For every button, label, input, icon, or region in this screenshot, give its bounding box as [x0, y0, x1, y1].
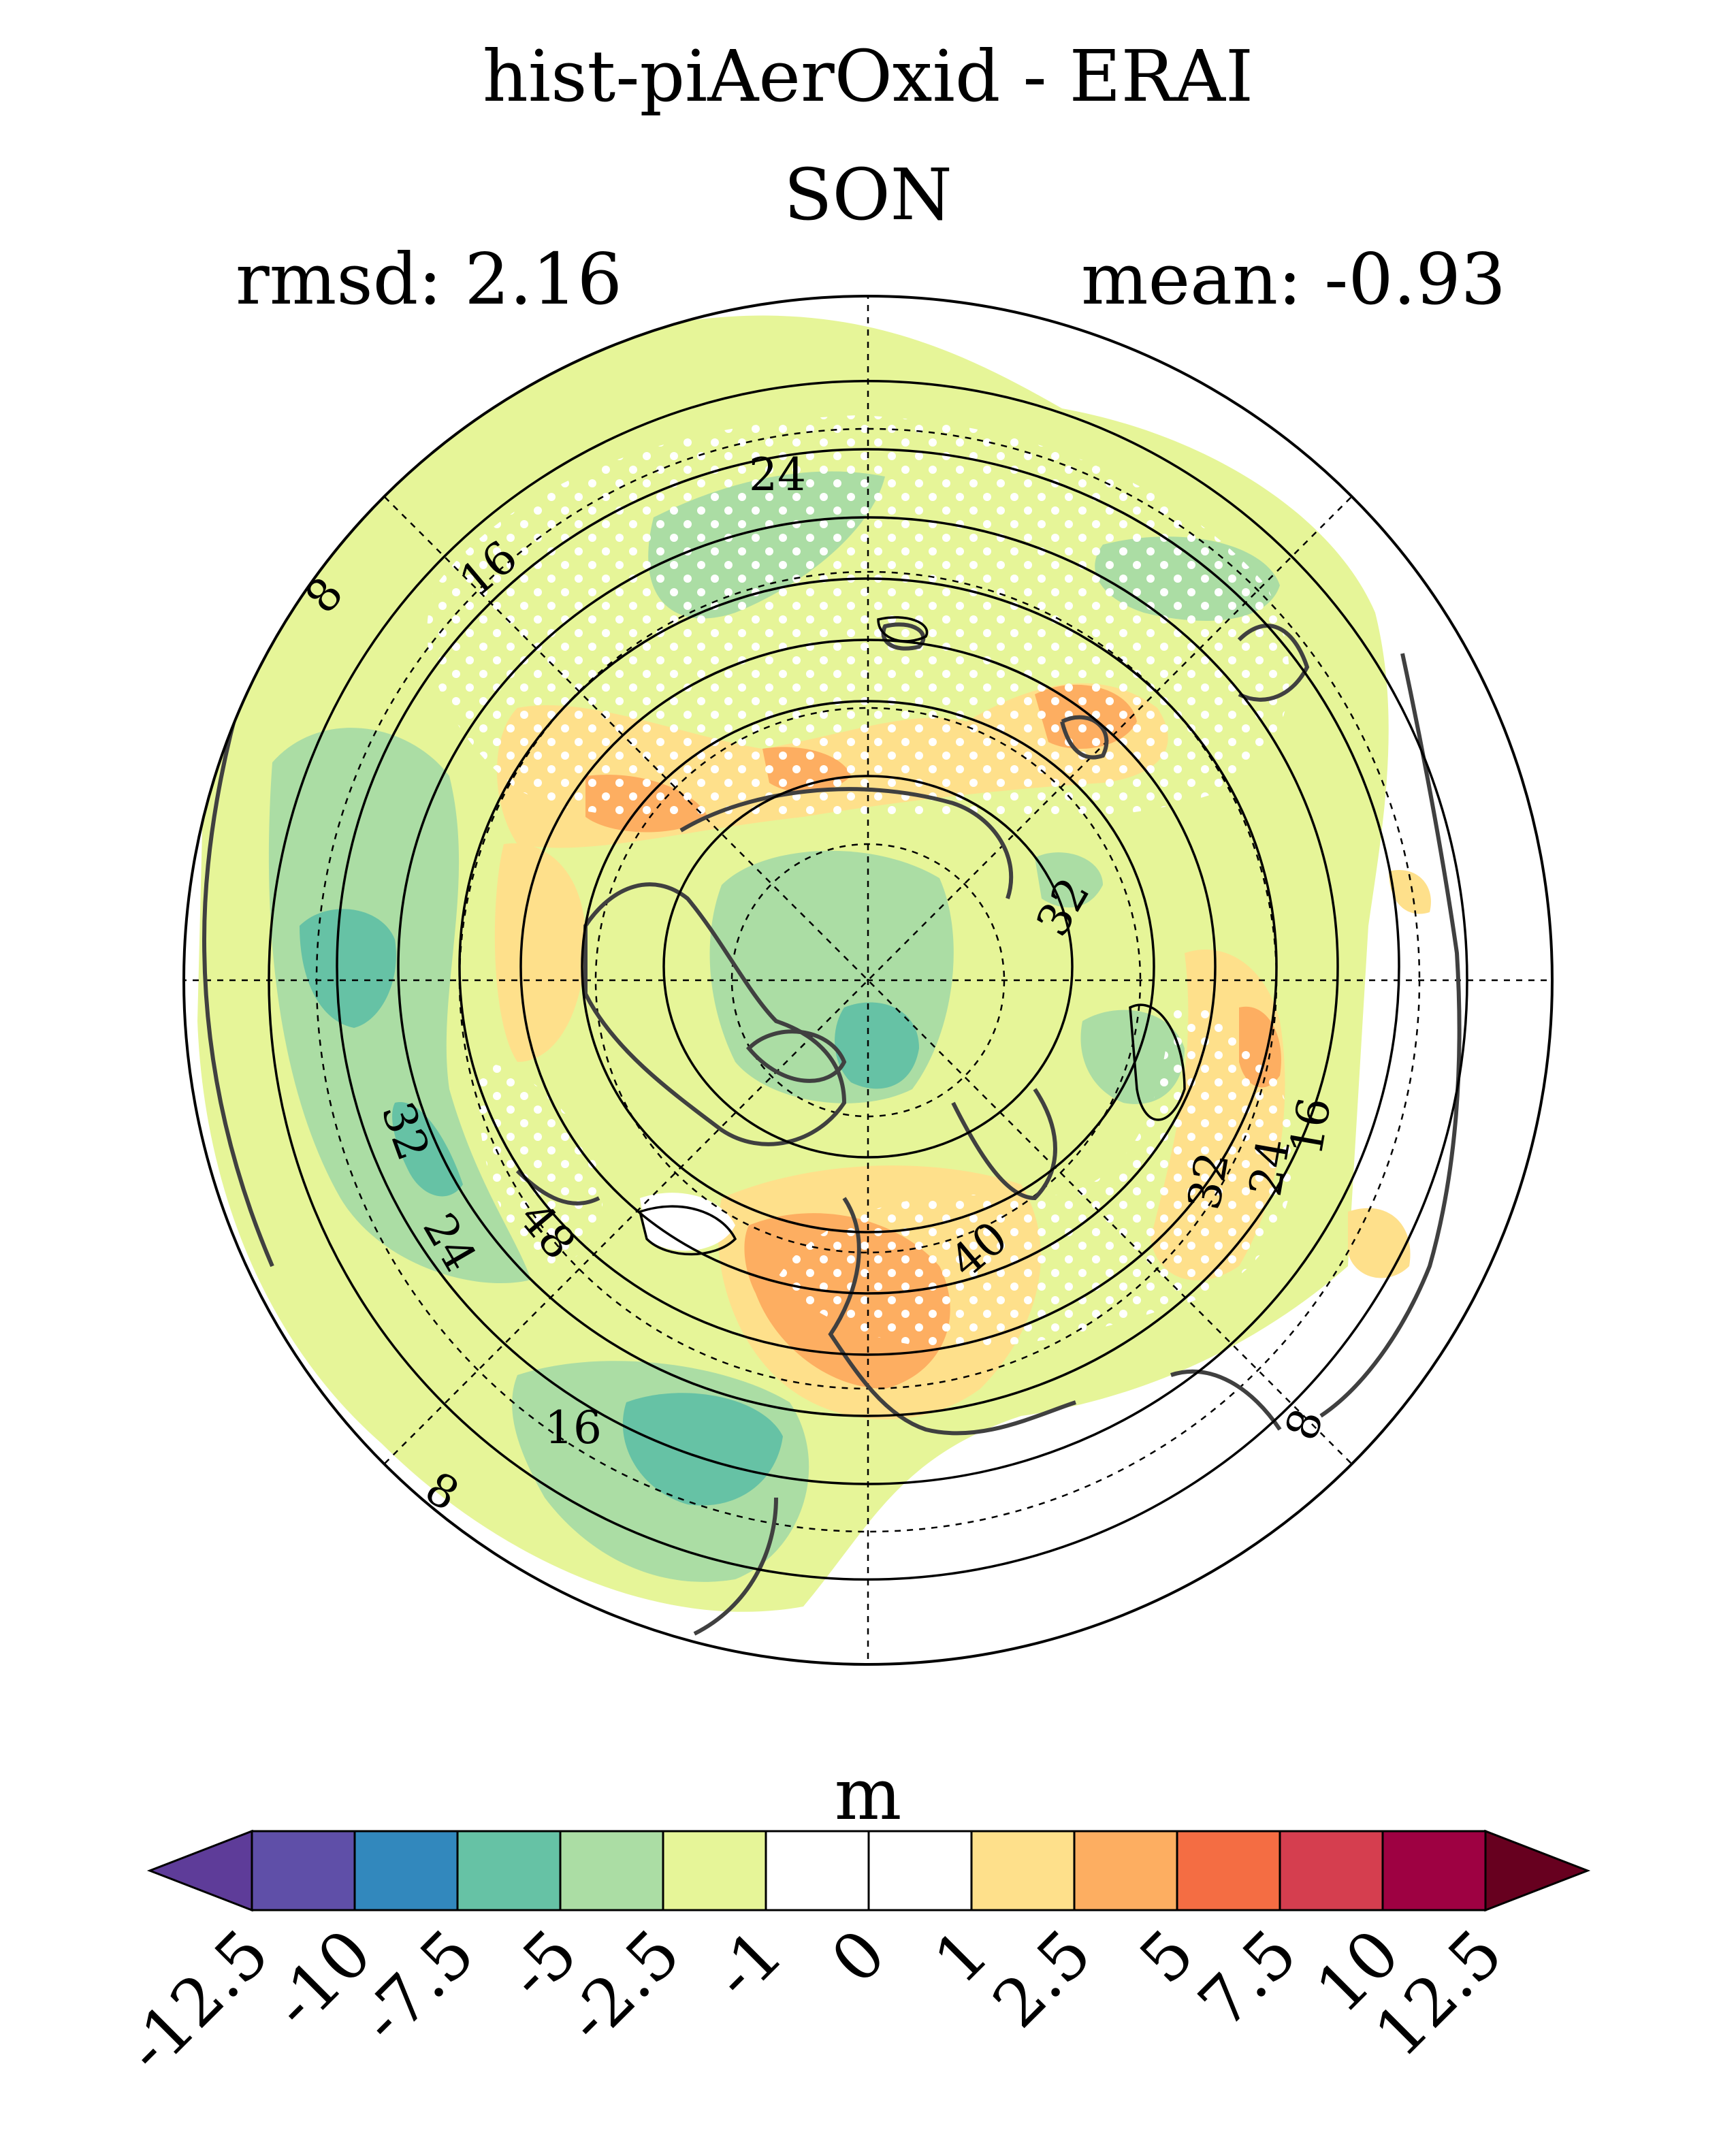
anomaly-region	[709, 850, 954, 1103]
anomaly-region	[1035, 852, 1103, 908]
significance-stippling	[477, 1062, 603, 1266]
anomaly-region	[622, 1393, 783, 1506]
contour-label: 32	[1178, 1148, 1239, 1214]
mean-label: mean: -0.93	[1081, 238, 1506, 321]
colorbar-tick-label: -1	[698, 1915, 797, 2014]
colorbar-cell	[559, 1830, 664, 1911]
colorbar-under-triangle	[146, 1829, 253, 1912]
colorbar-cell	[970, 1830, 1076, 1911]
anomaly-region	[835, 1002, 919, 1089]
colorbar-cell	[765, 1830, 870, 1911]
colorbar-unit: m	[835, 1753, 902, 1836]
contour-label: 24	[1239, 1135, 1300, 1200]
colorbar-tick-label: 0	[817, 1915, 900, 1998]
colorbar-cell	[867, 1830, 973, 1911]
anomaly-region	[494, 843, 585, 1062]
colorbar-tick-label: -7.5	[346, 1915, 489, 2058]
colorbar-cell	[251, 1830, 356, 1911]
colorbar-cell	[662, 1830, 767, 1911]
colorbar-cell	[353, 1830, 459, 1911]
season-label: SON	[784, 153, 952, 236]
contour-label: 16	[1280, 1094, 1341, 1159]
polar-map: 8 16 24 32 40 48 32 24 16 8 16 24 32 8	[182, 295, 1554, 1666]
colorbar-cell	[1279, 1830, 1384, 1911]
colorbar-cell	[1381, 1830, 1487, 1911]
colorbar-tick-label: -2.5	[551, 1915, 694, 2058]
anomaly-region	[1348, 1208, 1411, 1278]
anomaly-region	[1080, 1010, 1185, 1104]
colorbar-cell	[456, 1830, 562, 1911]
anomaly-region	[392, 1102, 463, 1197]
plot-title: hist-piAerOxid - ERAI	[483, 35, 1253, 118]
contour-label: 16	[545, 1402, 602, 1454]
map-boundary	[182, 295, 1554, 1666]
colorbar-tick-label: 7.5	[1184, 1915, 1311, 2042]
colorbar-over-triangle	[1484, 1829, 1591, 1912]
anomaly-region	[1389, 870, 1431, 914]
colorbar-cell	[1073, 1830, 1178, 1911]
colorbar-cell	[1176, 1830, 1281, 1911]
height-contours	[268, 380, 1468, 1581]
colorbar-tick-label: 2.5	[978, 1915, 1106, 2042]
rmsd-label: rmsd: 2.16	[236, 238, 622, 321]
colorbar-tick-label: -12.5	[111, 1915, 283, 2087]
contour-label: 24	[749, 449, 806, 501]
anomaly-region	[300, 909, 396, 1028]
